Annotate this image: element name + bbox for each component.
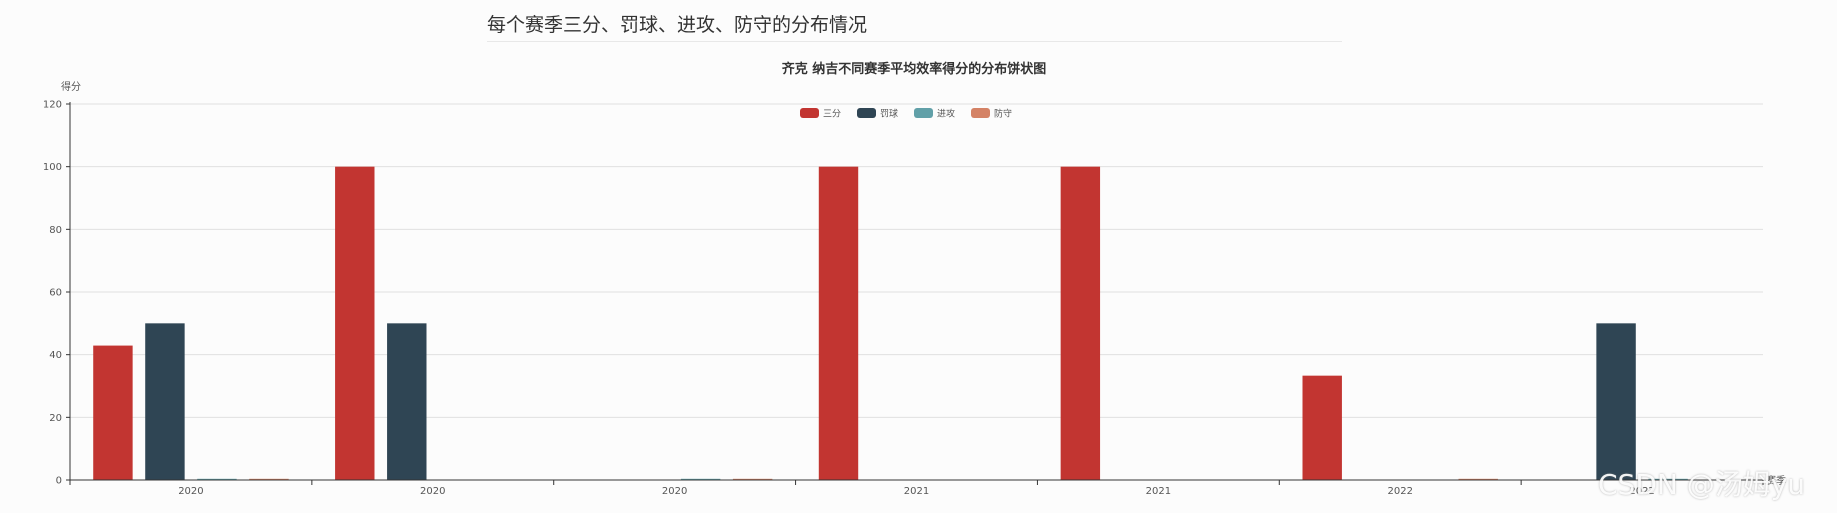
bar-进攻[interactable] (680, 478, 721, 480)
y-tick-label: 80 (49, 225, 62, 236)
bar-三分[interactable] (93, 345, 133, 480)
x-tick-label: 2020 (178, 486, 203, 497)
legend-swatch (857, 108, 876, 118)
bar-防守[interactable] (732, 478, 773, 480)
legend-item[interactable]: 进攻 (914, 108, 955, 120)
legend-item[interactable]: 罚球 (857, 108, 898, 120)
legend-swatch (914, 108, 933, 118)
y-tick-label: 120 (43, 100, 62, 111)
bar-罚球[interactable] (387, 323, 427, 480)
y-axis-label: 得分 (61, 81, 81, 93)
page-heading: 每个赛季三分、罚球、进攻、防守的分布情况 (487, 14, 868, 36)
y-tick-label: 60 (49, 288, 62, 299)
legend-label: 三分 (823, 109, 841, 120)
bar-罚球[interactable] (1596, 323, 1636, 480)
bar-防守[interactable] (249, 478, 289, 480)
heading-divider (487, 41, 1342, 42)
x-axis-label: 赛季 (1766, 474, 1786, 487)
bar-三分[interactable] (335, 166, 375, 480)
x-tick-label: 2021 (1146, 486, 1171, 497)
y-tick-label: 20 (49, 413, 62, 424)
legend-swatch (971, 108, 990, 118)
bar-防守[interactable] (1458, 478, 1498, 480)
legend-label: 防守 (994, 108, 1012, 120)
x-tick-label: 2022 (1387, 486, 1412, 497)
bar-进攻[interactable] (197, 478, 237, 480)
bar-三分[interactable] (1060, 166, 1101, 480)
bar-三分[interactable] (1302, 375, 1342, 480)
legend-swatch (800, 108, 819, 118)
y-tick-label: 0 (56, 476, 62, 487)
legend-label: 进攻 (937, 108, 955, 120)
legend-item[interactable]: 三分 (800, 108, 841, 120)
legend-label: 罚球 (880, 108, 898, 120)
watermark: CSDN @汤姆yu (1598, 468, 1806, 501)
bar-进攻[interactable] (1648, 478, 1688, 480)
x-tick-label: 2022 (1629, 486, 1654, 497)
bar-罚球[interactable] (145, 323, 185, 480)
x-tick-label: 2021 (904, 486, 929, 497)
y-tick-label: 40 (49, 350, 62, 361)
x-tick-label: 2020 (420, 486, 445, 497)
chart-title: 齐克 纳吉不同赛季平均效率得分的分布饼状图 (782, 61, 1047, 77)
x-tick-label: 2020 (662, 486, 687, 497)
y-tick-label: 100 (43, 162, 62, 173)
legend-item[interactable]: 防守 (971, 108, 1012, 120)
bar-三分[interactable] (818, 166, 859, 480)
